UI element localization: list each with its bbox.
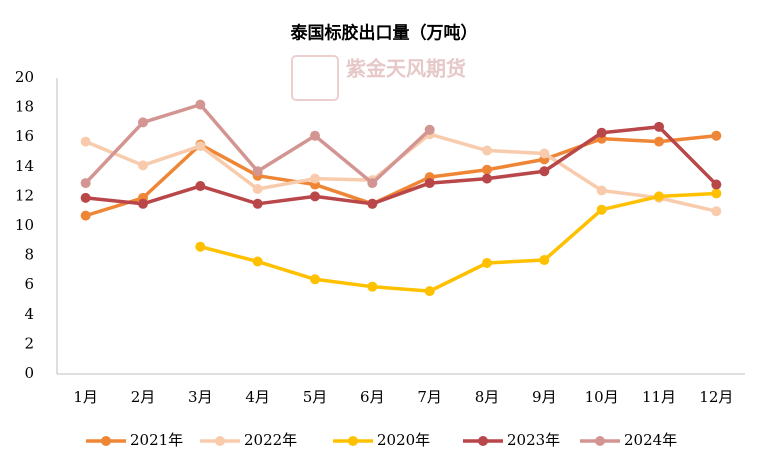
- data-point: [539, 166, 550, 177]
- data-point: [252, 166, 263, 177]
- data-point: [482, 258, 492, 268]
- y-tick-label: 6: [24, 275, 34, 293]
- y-tick-label: 14: [15, 157, 34, 175]
- legend-label: 2024年: [624, 431, 677, 449]
- y-tick-label: 10: [15, 216, 34, 234]
- x-tick-label: 10月: [585, 388, 619, 406]
- data-point: [596, 185, 607, 196]
- watermark: 紫金天风期货: [346, 57, 466, 81]
- data-point: [252, 256, 263, 267]
- x-tick-label: 6月: [360, 388, 385, 406]
- data-point: [367, 178, 378, 189]
- y-tick-label: 0: [24, 364, 34, 382]
- data-point: [80, 136, 91, 147]
- watermark-logo: [291, 55, 339, 101]
- data-point: [80, 210, 91, 221]
- data-point: [310, 130, 320, 141]
- data-point: [195, 141, 206, 152]
- data-point: [80, 178, 91, 189]
- data-point: [654, 136, 664, 147]
- x-tick-label: 3月: [188, 388, 213, 406]
- legend-marker: [348, 436, 358, 446]
- x-tick-label: 8月: [475, 388, 500, 406]
- data-point: [80, 192, 91, 203]
- x-tick-label: 1月: [73, 388, 98, 406]
- data-point: [711, 179, 722, 190]
- legend-label: 2023年: [507, 431, 560, 449]
- data-point: [654, 191, 664, 202]
- data-point: [310, 274, 320, 285]
- data-point: [711, 130, 722, 141]
- data-point: [482, 145, 492, 156]
- data-point: [482, 173, 492, 184]
- x-tick-label: 9月: [532, 388, 557, 406]
- legend-marker: [101, 436, 111, 446]
- data-point: [310, 173, 320, 184]
- x-tick-label: 4月: [245, 388, 270, 406]
- data-point: [310, 191, 320, 202]
- y-tick-label: 12: [15, 186, 34, 204]
- data-point: [195, 241, 206, 252]
- data-point: [424, 178, 435, 189]
- y-tick-label: 16: [15, 127, 34, 145]
- data-point: [138, 160, 148, 171]
- data-point: [252, 198, 263, 209]
- data-point: [711, 206, 722, 217]
- y-tick-label: 8: [24, 246, 34, 264]
- data-point: [138, 198, 148, 209]
- legend-label: 2022年: [244, 431, 297, 449]
- legend-label: 2021年: [130, 431, 183, 449]
- data-point: [424, 286, 435, 297]
- data-point: [596, 204, 607, 215]
- legend-marker: [478, 436, 488, 446]
- data-point: [654, 121, 664, 132]
- data-point: [195, 99, 206, 110]
- x-tick-label: 11月: [642, 388, 676, 406]
- y-tick-label: 18: [15, 98, 34, 116]
- legend-label: 2020年: [377, 431, 430, 449]
- data-point: [539, 255, 550, 266]
- data-point: [482, 164, 492, 175]
- data-point: [252, 184, 263, 194]
- data-point: [596, 127, 607, 138]
- data-point: [367, 281, 378, 292]
- series-line: [84, 132, 717, 213]
- legend-marker: [595, 436, 605, 446]
- x-tick-label: 5月: [303, 388, 328, 406]
- data-point: [539, 148, 550, 159]
- series-line: [85, 125, 718, 206]
- y-tick-label: 20: [15, 68, 34, 86]
- series-line: [85, 133, 717, 218]
- legend-marker: [215, 436, 225, 446]
- data-point: [367, 198, 378, 209]
- data-point: [195, 181, 206, 192]
- y-tick-label: 2: [24, 334, 34, 352]
- x-tick-label: 12月: [699, 388, 733, 406]
- x-tick-label: 2月: [131, 388, 156, 406]
- x-tick-label: 7月: [417, 388, 442, 406]
- series-line: [199, 191, 717, 293]
- data-point: [711, 188, 722, 199]
- data-point: [424, 124, 435, 135]
- y-tick-label: 4: [24, 305, 34, 323]
- data-point: [138, 117, 148, 128]
- chart-title: 泰国标胶出口量（万吨）: [291, 23, 478, 44]
